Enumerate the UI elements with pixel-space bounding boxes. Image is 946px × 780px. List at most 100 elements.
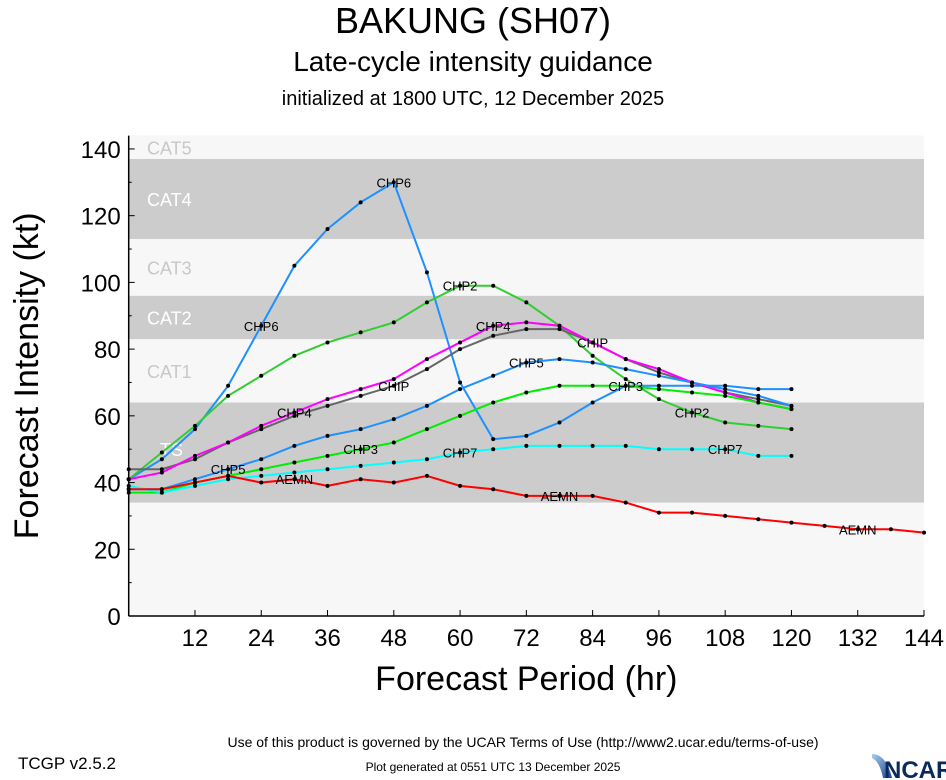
data-point-chp6 — [391, 180, 396, 185]
data-point-chip — [424, 367, 429, 372]
data-point-chp2 — [358, 330, 363, 335]
data-point-chp6 — [690, 383, 695, 388]
series-label-chip: CHIP — [378, 379, 409, 394]
data-point-aemn — [723, 513, 728, 518]
ncar-logo: NCAR — [872, 754, 946, 780]
series-label-chp7: CHP7 — [708, 442, 743, 457]
data-point-chp6 — [192, 427, 197, 432]
data-point-chp6 — [789, 387, 794, 392]
data-point-chp7 — [590, 443, 595, 448]
y-tick-label: 20 — [94, 537, 121, 564]
data-point-chp4 — [656, 367, 661, 372]
data-point-chp5 — [292, 443, 297, 448]
data-point-aemn — [690, 510, 695, 515]
data-point-chp7 — [325, 467, 330, 472]
data-point-chp2 — [159, 450, 164, 455]
data-point-chip — [292, 413, 297, 418]
data-point-chp2 — [292, 353, 297, 358]
data-point-chp4 — [723, 390, 728, 395]
y-tick-label: 40 — [94, 471, 121, 498]
data-point-aemn — [126, 487, 131, 492]
data-point-chp5 — [756, 393, 761, 398]
chart-subtitle: Late-cycle intensity guidance — [293, 46, 653, 77]
data-point-chp5 — [656, 373, 661, 378]
data-point-aemn — [590, 493, 595, 498]
x-tick-label: 108 — [705, 625, 745, 652]
data-point-aemn — [458, 483, 463, 488]
series-label-chip: CHIP — [577, 335, 608, 350]
data-point-aemn — [888, 527, 893, 532]
data-point-chp3 — [756, 400, 761, 405]
data-point-chp6 — [259, 323, 264, 328]
data-point-chp2 — [690, 410, 695, 415]
x-tick-label: 72 — [513, 625, 540, 652]
data-point-chp4 — [623, 357, 628, 362]
series-label-chp7: CHP7 — [443, 446, 478, 461]
x-tick-label: 12 — [182, 625, 209, 652]
data-point-chp5 — [690, 380, 695, 385]
data-point-chp2 — [723, 420, 728, 425]
data-point-aemn — [391, 480, 396, 485]
series-label-chp3: CHP3 — [608, 379, 643, 394]
data-point-aemn — [358, 477, 363, 482]
band-cat3 — [128, 239, 924, 296]
data-point-chp5 — [590, 360, 595, 365]
data-point-chp6 — [756, 387, 761, 392]
data-point-chip — [325, 403, 330, 408]
data-point-chp2 — [623, 377, 628, 382]
data-point-chp7 — [292, 470, 297, 475]
data-point-chp3 — [259, 467, 264, 472]
series-label-chp4: CHP4 — [277, 405, 312, 420]
data-point-chp5 — [325, 433, 330, 438]
data-point-chip — [391, 383, 396, 388]
data-point-aemn — [192, 480, 197, 485]
y-tick-label: 60 — [94, 404, 121, 431]
data-point-chip — [192, 457, 197, 462]
data-point-aemn — [855, 527, 860, 532]
y-tick-label: 140 — [81, 137, 121, 164]
band-label-cat3: CAT3 — [147, 258, 192, 278]
data-point-chp7 — [524, 443, 529, 448]
data-point-chp7 — [723, 447, 728, 452]
init-time: initialized at 1800 UTC, 12 December 202… — [281, 88, 665, 110]
data-point-chp3 — [789, 407, 794, 412]
data-point-aemn — [325, 483, 330, 488]
data-point-chp4 — [557, 323, 562, 328]
y-tick-label: 120 — [81, 204, 121, 231]
data-point-chp3 — [325, 453, 330, 458]
data-point-chp4 — [159, 470, 164, 475]
data-point-chp6 — [226, 383, 231, 388]
data-point-chp5 — [524, 360, 529, 365]
band-label-cat2: CAT2 — [147, 308, 192, 328]
band-cat4 — [128, 158, 924, 240]
data-point-chp7 — [226, 477, 231, 482]
data-point-chp4 — [590, 340, 595, 345]
data-point-chp5 — [789, 403, 794, 408]
data-point-chp7 — [656, 447, 661, 452]
data-point-chp5 — [557, 357, 562, 362]
generated-time: Plot generated at 0551 UTC 13 December 2… — [365, 760, 621, 774]
data-point-chip — [656, 370, 661, 375]
data-point-chp7 — [126, 483, 131, 488]
data-point-chp4 — [358, 387, 363, 392]
series-label-aemn: AEMN — [541, 489, 579, 504]
data-point-chp7 — [491, 447, 496, 452]
terms-of-use: Use of this product is governed by the U… — [227, 734, 819, 750]
data-point-chp2 — [391, 320, 396, 325]
data-point-chp6 — [458, 380, 463, 385]
data-point-aemn — [756, 517, 761, 522]
x-tick-label: 36 — [314, 625, 341, 652]
data-point-chp2 — [491, 283, 496, 288]
data-point-chp3 — [424, 427, 429, 432]
data-point-chp2 — [192, 423, 197, 428]
band-label-cat1: CAT1 — [147, 362, 192, 382]
chart-title: BAKUNG (SH07) — [334, 0, 612, 41]
data-point-aemn — [557, 493, 562, 498]
data-point-chp3 — [458, 413, 463, 418]
data-point-chp7 — [424, 457, 429, 462]
data-point-chp7 — [358, 463, 363, 468]
data-point-chp5 — [358, 427, 363, 432]
data-point-chp5 — [458, 387, 463, 392]
data-point-chp4 — [226, 440, 231, 445]
data-point-chp5 — [491, 373, 496, 378]
